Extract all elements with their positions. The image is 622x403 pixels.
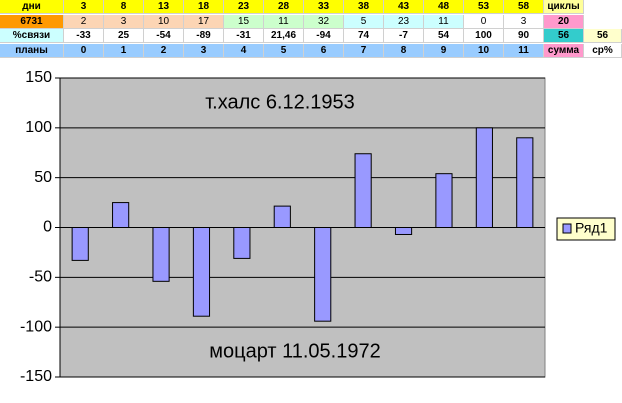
table-cell: 10 xyxy=(464,43,504,58)
table-cell: 56 xyxy=(544,29,584,43)
table-cell: дни xyxy=(0,0,64,14)
table-cell: 23 xyxy=(224,0,264,14)
table-cell: -54 xyxy=(144,29,184,43)
y-tick-label: -100 xyxy=(20,318,52,335)
table-cell: 15 xyxy=(224,14,264,29)
table-cell: 53 xyxy=(464,0,504,14)
table-cell: 6 xyxy=(304,43,344,58)
table-cell: 54 xyxy=(424,29,464,43)
y-tick-label: 100 xyxy=(25,119,52,136)
table-cell: -33 xyxy=(64,29,104,43)
table-cell: 32 xyxy=(304,14,344,29)
table-cell: 38 xyxy=(344,0,384,14)
table-cell: 13 xyxy=(144,0,184,14)
annotation: моцарт 11.05.1972 xyxy=(209,340,380,362)
table-cell: 0 xyxy=(464,14,504,29)
annotation: т.халс 6.12.1953 xyxy=(205,91,355,113)
bar xyxy=(233,227,251,259)
table-cell: 21,46 xyxy=(264,29,304,43)
y-tick-label: 150 xyxy=(25,69,52,86)
table-cell: 3 xyxy=(504,14,544,29)
table-cell: 2 xyxy=(64,14,104,29)
table-cell: 58 xyxy=(504,0,544,14)
table-cell: 4 xyxy=(224,43,264,58)
table-cell: 100 xyxy=(464,29,504,43)
table-cell: циклы xyxy=(544,0,584,14)
bar xyxy=(354,153,372,228)
table-cell: 7 xyxy=(344,43,384,58)
table-cell: 17 xyxy=(184,14,224,29)
legend-swatch xyxy=(562,223,572,234)
y-tick-label: -150 xyxy=(20,368,52,385)
bar xyxy=(475,127,493,228)
bar xyxy=(192,227,211,317)
table-cell: 25 xyxy=(104,29,144,43)
table-cell: ср% xyxy=(584,43,622,58)
table-cell: 11 xyxy=(264,14,304,29)
table-cell: 10 xyxy=(144,14,184,29)
table-cell: 74 xyxy=(344,29,384,43)
bar xyxy=(435,173,453,228)
legend-label: Ряд1 xyxy=(575,220,608,236)
table-cell: 3 xyxy=(184,43,224,58)
table-cell: 43 xyxy=(384,0,424,14)
table-cell: 8 xyxy=(104,0,144,14)
table-cell: %связи xyxy=(0,29,64,43)
y-tick-label: 50 xyxy=(34,169,52,186)
table-cell: 9 xyxy=(424,43,464,58)
table-cell: 48 xyxy=(424,0,464,14)
table-cell: 5 xyxy=(264,43,304,58)
table-cell: 3 xyxy=(104,14,144,29)
table-cell: 20 xyxy=(544,14,584,29)
y-tick-label: -50 xyxy=(29,269,52,286)
bar xyxy=(112,202,130,228)
table-cell: 0 xyxy=(64,43,104,58)
table-cell: 56 xyxy=(584,29,622,43)
table-cell: 18 xyxy=(184,0,224,14)
table-cell: -7 xyxy=(384,29,424,43)
table-cell: 23 xyxy=(384,14,424,29)
bar xyxy=(71,227,89,261)
bar xyxy=(273,205,291,228)
table-cell: 33 xyxy=(304,0,344,14)
bar xyxy=(314,227,332,322)
table-cell: 11 xyxy=(504,43,544,58)
table-cell: 28 xyxy=(264,0,304,14)
y-tick-label: 0 xyxy=(43,219,52,236)
table-cell: 2 xyxy=(144,43,184,58)
table-cell: 90 xyxy=(504,29,544,43)
table-cell: 5 xyxy=(344,14,384,29)
spreadsheet-table: дни 3 8 13 18 23 28 33 38 43 48 53 58 циклы 6731 2 3 10 17… xyxy=(0,0,622,58)
table-cell: 1 xyxy=(104,43,144,58)
chart: -150 -100 -50 0 50 100 150 т.халс 6.12.1953 моца… xyxy=(20,69,616,385)
table-cell: сумма xyxy=(544,43,584,58)
table-cell: планы xyxy=(0,43,64,58)
bar xyxy=(152,227,170,282)
table-cell: 11 xyxy=(424,14,464,29)
bar xyxy=(394,227,413,235)
table-cell: 3 xyxy=(64,0,104,14)
table-cell: 8 xyxy=(384,43,424,58)
bar xyxy=(516,137,534,228)
table-cell: 6731 xyxy=(0,14,64,29)
table-cell: -31 xyxy=(224,29,264,43)
table-cell: -89 xyxy=(184,29,224,43)
table-cell: -94 xyxy=(304,29,344,43)
